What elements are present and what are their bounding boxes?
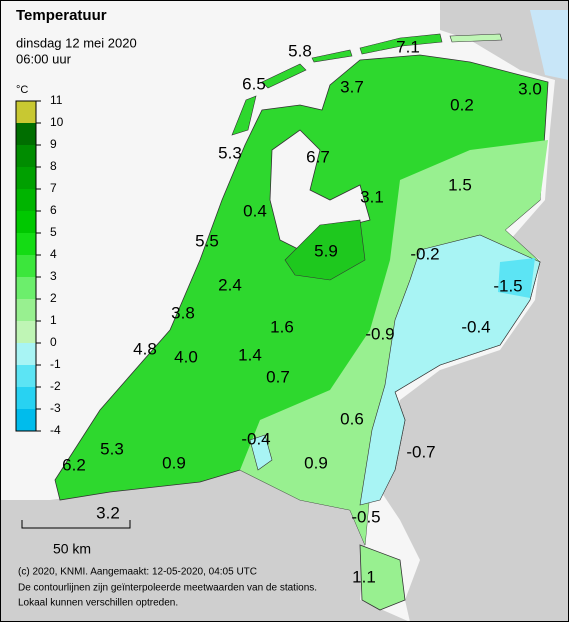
zone-colder: [498, 258, 535, 298]
station-value: 1.5: [448, 175, 472, 194]
legend-tick-label: 3: [50, 269, 57, 283]
legend-tick-label: -2: [50, 379, 61, 393]
legend-unit: °C: [16, 84, 28, 96]
island: [231, 95, 257, 136]
legend-tick-label: 6: [50, 203, 57, 217]
island: [261, 63, 307, 89]
station-value: -1.5: [493, 276, 522, 295]
stations: 5.8 7.1 6.5 3.7 0.2 3.0 5.3 6.7 1.5 0.4 …: [62, 37, 542, 586]
legend-swatch: [16, 145, 36, 167]
scale-label: 50 km: [53, 541, 91, 557]
station-value: 0.9: [162, 453, 186, 472]
legend-tick-label: -1: [50, 357, 61, 371]
station-value: -0.9: [365, 324, 394, 343]
legend-swatch: [16, 321, 36, 343]
station-value: 6.5: [242, 74, 266, 93]
legend-tick-label: 1: [50, 313, 57, 327]
station-value: 6.7: [306, 147, 330, 166]
legend-swatch: [16, 409, 36, 431]
legend-swatch: [16, 233, 36, 255]
legend-swatch: [16, 211, 36, 233]
station-value: 1.6: [270, 317, 294, 336]
title: Temperatuur: [16, 7, 107, 24]
legend-tick-label: 4: [50, 247, 57, 261]
legend-tick-label: 5: [50, 225, 57, 239]
station-value: 0.2: [450, 95, 474, 114]
legend-swatch: [16, 299, 36, 321]
cold-spot: [249, 434, 273, 471]
legend-tick-label: 7: [50, 181, 57, 195]
germany: [380, 0, 569, 622]
legend-swatch: [16, 255, 36, 277]
station-value: 3.0: [518, 79, 542, 98]
station-value: 5.9: [314, 241, 338, 260]
legend-tick-label: -4: [50, 423, 61, 437]
station-value: 5.3: [100, 439, 124, 458]
station-value: 4.8: [133, 339, 157, 358]
station-value: 3.8: [171, 303, 195, 322]
station-value: 5.3: [218, 143, 242, 162]
station-value: 5.8: [288, 41, 312, 60]
station-value: 2.4: [218, 275, 242, 294]
legend-swatch: [16, 123, 36, 145]
legend-tick-label: 0: [50, 335, 57, 349]
legend-tick-label: 2: [50, 291, 57, 305]
station-value: 0.7: [266, 367, 290, 386]
legend-tick-label: -3: [50, 401, 61, 415]
ijsselmeer: [269, 129, 371, 251]
belgium: [0, 470, 410, 622]
footer-line: (c) 2020, KNMI. Aangemaakt: 12-05-2020, …: [18, 567, 257, 578]
station-value: -0.5: [351, 507, 380, 526]
island: [311, 49, 353, 63]
date: dinsdag 12 mei 2020: [16, 35, 137, 50]
station-value: 0.9: [304, 453, 328, 472]
legend-swatch: [16, 167, 36, 189]
station-value: 3.1: [360, 187, 384, 206]
station-value: 7.1: [396, 37, 420, 56]
legend-swatch: [16, 387, 36, 409]
station-value: 1.1: [352, 567, 376, 586]
station-value: 1.4: [238, 345, 262, 364]
legend-swatch: [16, 189, 36, 211]
station-value: 6.2: [62, 455, 86, 474]
legend-swatch: [16, 365, 36, 387]
footer-line: De contourlijnen zijn geïnterpoleerde me…: [18, 583, 317, 594]
station-value: -0.2: [410, 244, 439, 263]
legend-tick-label: 8: [50, 159, 57, 173]
limburg: [359, 544, 406, 611]
zone-cold: [359, 234, 541, 506]
island: [359, 33, 443, 55]
wadden-east: [530, 10, 569, 80]
legend-tick-label: 10: [50, 115, 64, 129]
station-value: 5.5: [195, 231, 219, 250]
flevoland: [284, 219, 366, 281]
legend-swatch: [16, 101, 36, 123]
station-value: 3.7: [340, 77, 364, 96]
time: 06:00 uur: [16, 51, 72, 66]
legend-tick-label: 9: [50, 137, 57, 151]
legend-swatch: [16, 343, 36, 365]
station-value: -0.4: [461, 317, 490, 336]
station-value: -0.7: [406, 442, 435, 461]
station-value: 0.4: [243, 201, 267, 220]
station-value: 4.0: [174, 347, 198, 366]
legend-swatch: [16, 277, 36, 299]
legend-frame: [15, 100, 37, 432]
station-value: 3.2: [96, 503, 120, 522]
station-value: 0.6: [340, 409, 364, 428]
footer-line: Lokaal kunnen verschillen optreden.: [18, 598, 178, 609]
legend-tick-label: 11: [50, 93, 63, 107]
island: [449, 33, 503, 43]
station-value: -0.4: [241, 429, 270, 448]
scale-bar: [21, 520, 131, 529]
